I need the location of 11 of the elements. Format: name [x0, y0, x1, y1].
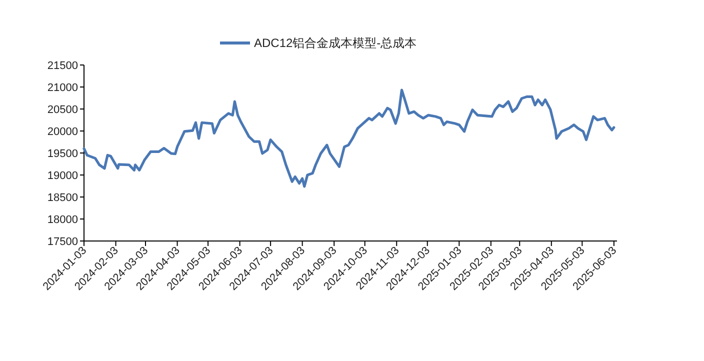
y-tick-label: 21000: [47, 82, 78, 94]
y-tick-label: 19000: [47, 170, 78, 182]
y-tick-label: 20000: [47, 126, 78, 138]
y-tick-label: 17500: [47, 236, 78, 248]
y-tick-label: 18500: [47, 192, 78, 204]
legend-label: ADC12铝合金成本模型-总成本: [254, 36, 417, 50]
line-series: [82, 88, 616, 188]
y-tick-label: 19500: [47, 148, 78, 160]
y-tick-label: 21500: [47, 60, 78, 72]
y-tick-label: 20500: [47, 104, 78, 116]
y-tick-label: 18000: [47, 214, 78, 226]
